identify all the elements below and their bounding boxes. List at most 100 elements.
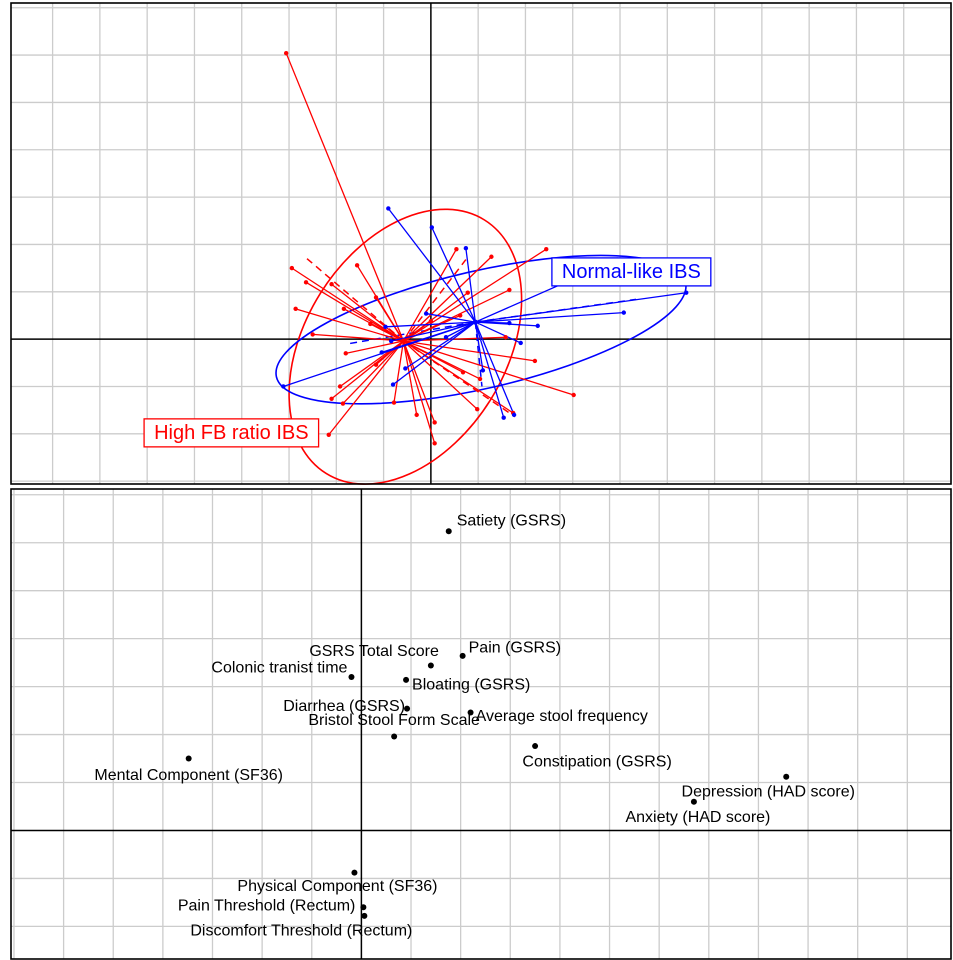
variable-point-gsrs-total-score <box>427 662 434 669</box>
high-fb-ratio-ibs-spoke <box>345 340 404 354</box>
variable-point-pain-threshold-rectum <box>360 904 367 911</box>
high-fb-ratio-ibs-spoke <box>375 297 405 342</box>
variable-label-pain-gsrs: Pain (GSRS) <box>469 639 561 656</box>
bottom-axes <box>11 489 951 959</box>
variable-point-pain-gsrs <box>459 652 466 659</box>
high-fb-ratio-ibs-point <box>457 313 463 318</box>
normal-like-ibs-point <box>684 290 689 295</box>
variable-label-discomfort-threshold-rectum: Discomfort Threshold (Rectum) <box>190 922 412 939</box>
high-fb-ratio-ibs-spoke <box>403 340 536 362</box>
normal-like-ibs-point <box>379 350 384 355</box>
high-fb-ratio-ibs-point <box>414 412 419 418</box>
variable-point-bristol-stool-form-scale <box>391 733 398 740</box>
normal-like-ibs-point <box>518 340 523 346</box>
normal-like-ibs-spoke <box>391 321 476 342</box>
normal-like-ibs-point <box>480 368 486 373</box>
normal-like-ibs-spoke <box>474 321 515 416</box>
high-fb-ratio-ibs-ellipse <box>288 208 523 485</box>
normal-like-ibs-spoke <box>475 321 521 344</box>
normal-like-ibs-point <box>621 310 626 315</box>
normal-like-ibs-spoke <box>381 321 476 354</box>
normal-like-ibs-point <box>281 384 286 389</box>
top-axes <box>11 3 951 484</box>
top-spokes <box>283 52 687 444</box>
high-fb-ratio-ibs-point <box>373 362 379 367</box>
high-fb-ratio-ibs-spoke <box>403 340 478 410</box>
variable-point-diarrhea-gsrs <box>404 705 411 712</box>
high-fb-ratio-ibs-spoke <box>393 340 405 403</box>
high-fb-ratio-ibs-point <box>460 370 466 375</box>
normal-like-ibs-label-box: Normal-like IBS <box>551 257 712 287</box>
normal-like-ibs-point <box>388 338 394 344</box>
high-fb-ratio-ibs-point <box>283 50 289 56</box>
high-fb-ratio-ibs-dashed-line <box>403 340 516 418</box>
variable-label-anxiety-had-score: Anxiety (HAD score) <box>625 809 770 826</box>
variable-point-satiety-gsrs <box>445 528 452 535</box>
normal-like-ibs-spoke <box>445 321 476 338</box>
high-fb-ratio-ibs-point <box>329 282 334 287</box>
high-fb-ratio-ibs-spoke <box>403 289 510 342</box>
high-fb-ratio-ibs-point <box>544 246 549 252</box>
high-fb-ratio-ibs-spoke <box>403 256 492 342</box>
variable-label-pain-threshold-rectum: Pain Threshold (Rectum) <box>178 898 356 915</box>
high-fb-ratio-ibs-spoke <box>295 308 404 342</box>
top-frame <box>10 2 952 485</box>
variable-point-anxiety-had-score <box>690 798 697 805</box>
variable-label-bristol-stool-form-scale: Bristol Stool Form Scale <box>308 712 480 729</box>
high-fb-ratio-ibs-spoke <box>403 340 514 414</box>
high-fb-ratio-ibs-centroid <box>400 338 407 344</box>
high-fb-ratio-ibs-spoke <box>403 340 481 380</box>
high-fb-ratio-ibs-point <box>503 335 508 340</box>
normal-like-ibs-spoke <box>431 227 476 323</box>
high-fb-ratio-ibs-spoke <box>370 323 404 342</box>
normal-like-ibs-point <box>383 324 388 330</box>
normal-like-ibs-point <box>386 206 391 211</box>
high-fb-ratio-ibs-point <box>432 441 437 446</box>
high-fb-ratio-ibs-point <box>477 376 483 382</box>
high-fb-ratio-ibs-point <box>293 306 298 312</box>
high-fb-ratio-ibs-spoke <box>328 340 404 436</box>
bottom-frame <box>10 488 952 960</box>
normal-like-ibs-dashed-line <box>474 322 483 387</box>
high-fb-ratio-ibs-point <box>391 400 397 405</box>
variable-label-physical-component-sf36: Physical Component (SF36) <box>237 878 437 895</box>
high-fb-ratio-ibs-spoke <box>331 283 404 342</box>
normal-like-ibs-spoke <box>475 292 687 323</box>
variable-point-bloating-gsrs <box>403 676 410 683</box>
variable-label-satiety-gsrs: Satiety (GSRS) <box>457 513 566 530</box>
variable-label-colonic-tranist-time: Colonic tranist time <box>211 660 347 677</box>
bottom-gridlines <box>11 489 951 959</box>
variable-label-gsrs-total-score: GSRS Total Score <box>309 643 439 660</box>
high-fb-ratio-ibs-point <box>475 406 480 412</box>
high-fb-ratio-ibs-spoke <box>402 340 418 415</box>
top-points <box>281 50 689 446</box>
variable-label-constipation-gsrs: Constipation (GSRS) <box>522 754 671 771</box>
high-fb-ratio-ibs-point <box>465 290 470 295</box>
variable-label-average-stool-frequency: Average stool frequency <box>476 708 648 725</box>
normal-like-ibs-point <box>535 323 540 329</box>
normal-like-ibs-spoke <box>474 321 484 371</box>
variable-point-depression-had-score <box>783 773 790 780</box>
high-fb-ratio-ibs-point <box>454 246 459 252</box>
normal-like-ibs-spoke <box>387 208 476 323</box>
high-fb-ratio-ibs-point <box>489 254 494 259</box>
normal-like-ibs-spoke <box>465 248 476 323</box>
normal-like-ibs-point <box>511 412 517 418</box>
high-fb-ratio-ibs-spoke <box>403 248 547 342</box>
high-fb-ratio-ibs-spoke <box>402 340 436 423</box>
high-fb-ratio-ibs-point <box>310 332 315 337</box>
high-fb-ratio-ibs-spoke <box>305 281 404 342</box>
variable-label-bloating-gsrs: Bloating (GSRS) <box>412 676 530 693</box>
normal-like-ibs-point <box>390 382 396 387</box>
high-fb-ratio-ibs-spoke <box>402 340 436 444</box>
bottom-point-labels: Satiety (GSRS) Pain (GSRS) GSRS Total Scor… <box>94 513 855 940</box>
normal-like-ibs-centroid <box>472 319 478 325</box>
high-fb-ratio-ibs-spoke <box>291 267 404 342</box>
variable-point-discomfort-threshold-rectum <box>361 912 368 919</box>
normal-like-ibs-label: Normal-like IBS <box>562 261 701 283</box>
normal-like-ibs-spoke <box>392 321 476 386</box>
normal-like-ibs-point <box>403 366 408 371</box>
bottom-points <box>185 528 790 919</box>
normal-like-ibs-point <box>429 225 435 230</box>
top-group-labels: Normal-like IBS High FB ratio IBS <box>143 257 712 448</box>
